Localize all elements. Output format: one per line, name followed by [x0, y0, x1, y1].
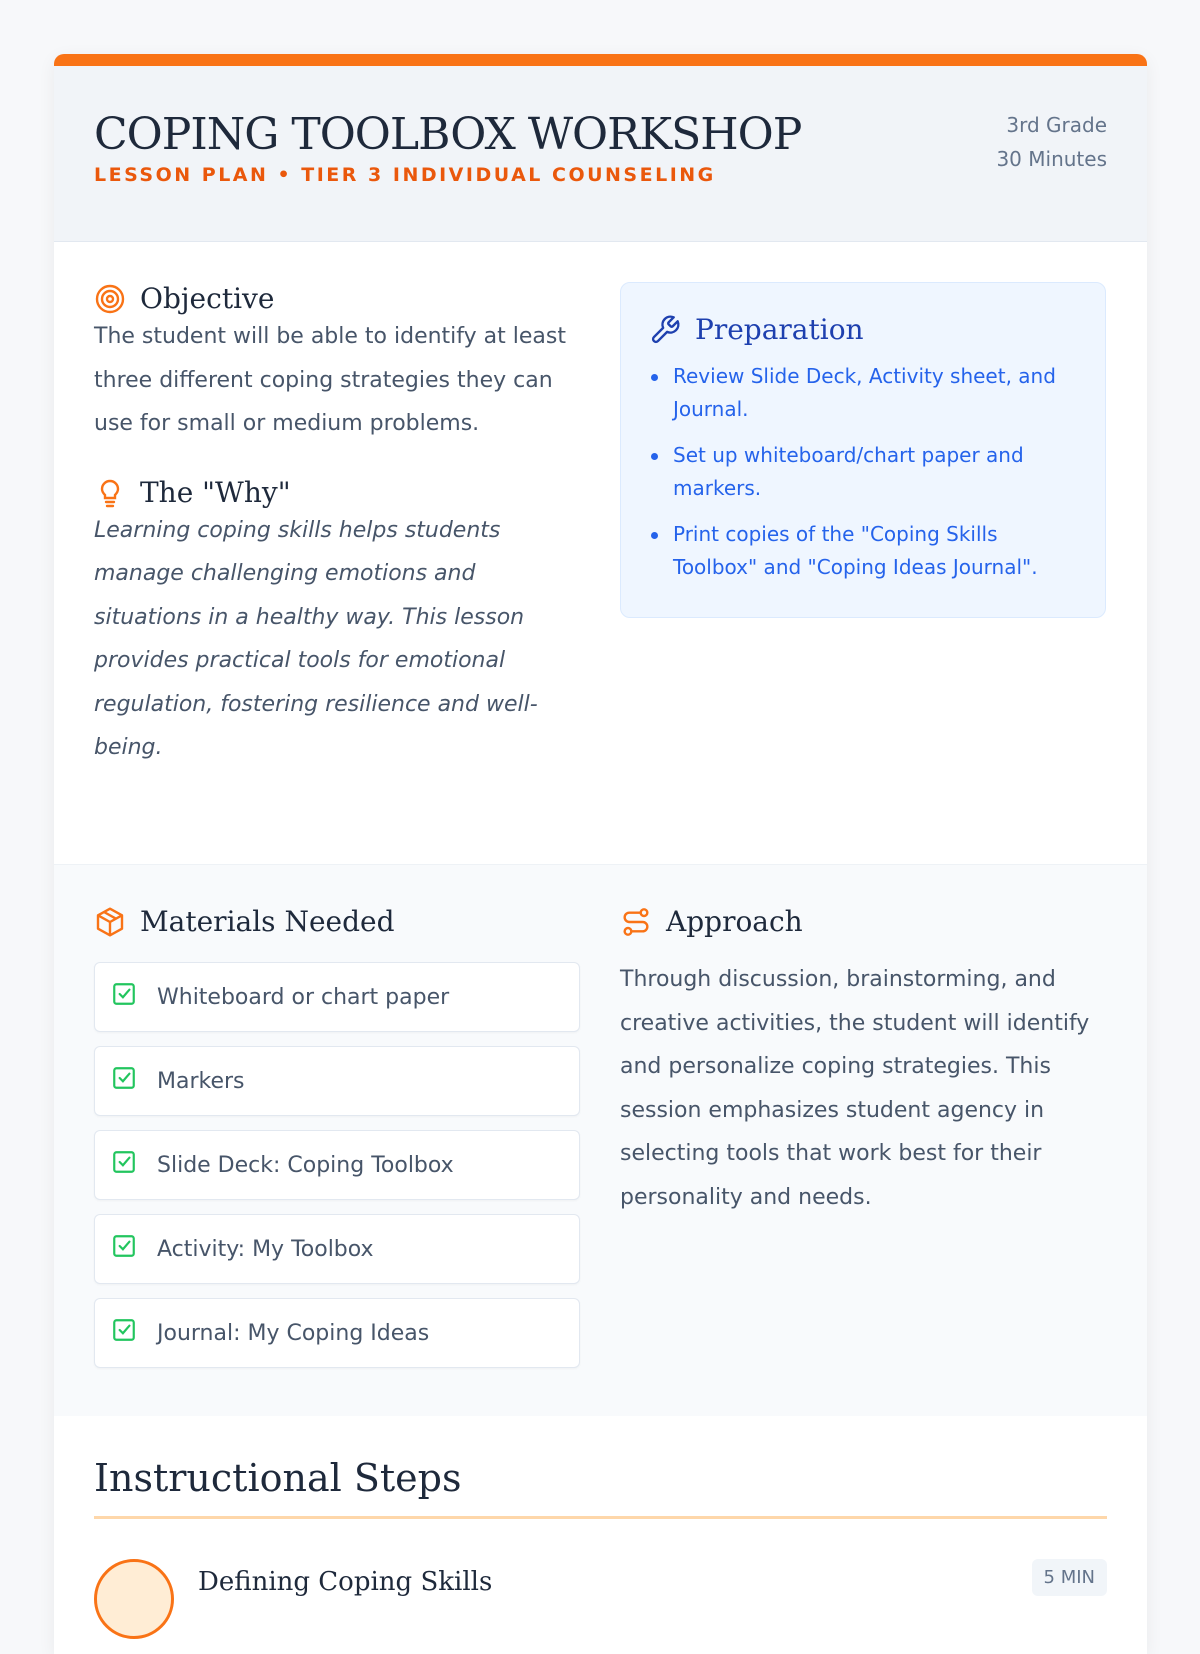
- steps-heading: Instructional Steps: [94, 1456, 1107, 1519]
- why-text: Learning coping skills helps students ma…: [94, 517, 538, 761]
- step-title: Defining Coping Skills: [198, 1567, 493, 1597]
- step-duration-badge: 5 MIN: [1031, 1559, 1107, 1596]
- lesson-meta: 3rd Grade 30 Minutes: [996, 108, 1107, 176]
- objective-heading: Objective: [94, 282, 580, 315]
- route-icon: [620, 906, 652, 938]
- material-label: Journal: My Coping Ideas: [157, 1320, 430, 1346]
- objective-heading-text: Objective: [140, 282, 275, 315]
- why-heading: The "Why": [94, 476, 580, 509]
- material-label: Markers: [157, 1068, 245, 1094]
- lesson-plan-card: COPING TOOLBOX WORKSHOP LESSON PLAN • TI…: [54, 54, 1147, 1654]
- materials-heading: Materials Needed: [94, 905, 580, 938]
- page-subtitle: LESSON PLAN • TIER 3 INDIVIDUAL COUNSELI…: [94, 164, 716, 186]
- preparation-list: Review Slide Deck, Activity sheet, and J…: [649, 360, 1077, 584]
- material-label: Activity: My Toolbox: [157, 1236, 374, 1262]
- materials-heading-text: Materials Needed: [140, 905, 395, 938]
- material-item: Journal: My Coping Ideas: [94, 1298, 580, 1368]
- checkbox-icon: [111, 1233, 143, 1265]
- material-label: Slide Deck: Coping Toolbox: [157, 1152, 454, 1178]
- objective-text: The student will be able to identify at …: [94, 324, 566, 436]
- target-icon: [94, 283, 126, 315]
- preparation-item: Set up whiteboard/chart paper and marker…: [649, 439, 1077, 505]
- checkbox-icon: [111, 1149, 143, 1181]
- material-item: Whiteboard or chart paper: [94, 962, 580, 1032]
- step-number-circle: [94, 1559, 174, 1639]
- grade: 3rd Grade: [1006, 113, 1107, 137]
- preparation-item: Review Slide Deck, Activity sheet, and J…: [649, 360, 1077, 426]
- material-item: Markers: [94, 1046, 580, 1116]
- package-icon: [94, 906, 126, 938]
- approach-heading: Approach: [620, 905, 1106, 938]
- step-item: Defining Coping Skills 5 MIN: [94, 1559, 1107, 1639]
- lightbulb-icon: [94, 476, 126, 508]
- approach-text: Through discussion, brainstorming, and c…: [620, 967, 1090, 1210]
- duration: 30 Minutes: [996, 147, 1107, 171]
- preparation-heading-text: Preparation: [695, 313, 864, 346]
- approach-heading-text: Approach: [666, 905, 803, 938]
- wrench-icon: [649, 314, 681, 346]
- checkbox-icon: [111, 1065, 143, 1097]
- preparation-box: Preparation Review Slide Deck, Activity …: [620, 282, 1106, 618]
- page-title: COPING TOOLBOX WORKSHOP: [94, 109, 802, 160]
- checkbox-icon: [111, 1317, 143, 1349]
- material-label: Whiteboard or chart paper: [157, 984, 450, 1010]
- why-heading-text: The "Why": [140, 475, 291, 509]
- checkbox-icon: [111, 981, 143, 1013]
- material-item: Slide Deck: Coping Toolbox: [94, 1130, 580, 1200]
- preparation-heading: Preparation: [649, 313, 1077, 346]
- header: COPING TOOLBOX WORKSHOP LESSON PLAN • TI…: [54, 66, 1147, 242]
- preparation-item: Print copies of the "Coping Skills Toolb…: [649, 518, 1077, 584]
- material-item: Activity: My Toolbox: [94, 1214, 580, 1284]
